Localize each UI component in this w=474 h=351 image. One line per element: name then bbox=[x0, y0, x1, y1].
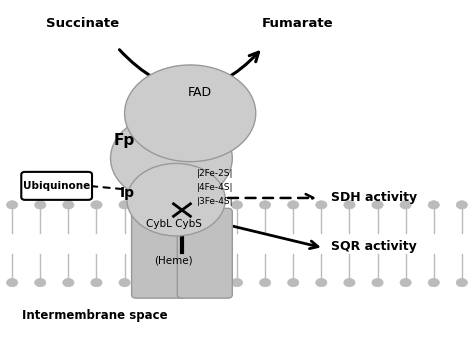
Text: |4Fe-4S|: |4Fe-4S| bbox=[197, 183, 234, 192]
Text: Fumarate: Fumarate bbox=[262, 17, 334, 30]
Text: Succinate: Succinate bbox=[46, 17, 119, 30]
Text: Intermembrane space: Intermembrane space bbox=[21, 309, 167, 322]
Circle shape bbox=[147, 201, 158, 209]
Text: Matrix: Matrix bbox=[21, 190, 67, 203]
Circle shape bbox=[316, 278, 327, 287]
Text: SDH activity: SDH activity bbox=[331, 191, 417, 204]
Circle shape bbox=[91, 201, 102, 209]
Text: Fp: Fp bbox=[114, 133, 135, 148]
Circle shape bbox=[175, 201, 186, 209]
Circle shape bbox=[456, 201, 467, 209]
Circle shape bbox=[7, 278, 18, 287]
Circle shape bbox=[259, 278, 271, 287]
Circle shape bbox=[316, 201, 327, 209]
Circle shape bbox=[125, 65, 256, 162]
Circle shape bbox=[344, 278, 355, 287]
Text: |2Fe-2S|: |2Fe-2S| bbox=[197, 169, 234, 178]
Circle shape bbox=[259, 201, 271, 209]
Text: Ip: Ip bbox=[119, 186, 135, 200]
Circle shape bbox=[147, 278, 158, 287]
Text: (Heme): (Heme) bbox=[155, 255, 193, 265]
Text: Ubiquinone: Ubiquinone bbox=[23, 181, 90, 191]
Circle shape bbox=[91, 278, 102, 287]
Circle shape bbox=[400, 278, 411, 287]
Circle shape bbox=[456, 278, 467, 287]
Text: FAD: FAD bbox=[187, 86, 211, 99]
Circle shape bbox=[35, 278, 46, 287]
Circle shape bbox=[127, 164, 225, 236]
Text: SQR activity: SQR activity bbox=[331, 240, 417, 253]
Circle shape bbox=[288, 278, 299, 287]
Text: |3Fe-4S|: |3Fe-4S| bbox=[197, 197, 234, 206]
Circle shape bbox=[400, 201, 411, 209]
Circle shape bbox=[231, 278, 243, 287]
FancyBboxPatch shape bbox=[132, 208, 187, 298]
Circle shape bbox=[119, 201, 130, 209]
Circle shape bbox=[175, 278, 186, 287]
Circle shape bbox=[203, 278, 215, 287]
Text: CybL CybS: CybL CybS bbox=[146, 219, 202, 229]
Circle shape bbox=[288, 201, 299, 209]
FancyBboxPatch shape bbox=[21, 172, 92, 200]
Circle shape bbox=[35, 201, 46, 209]
Circle shape bbox=[110, 113, 232, 203]
Circle shape bbox=[231, 201, 243, 209]
Circle shape bbox=[7, 201, 18, 209]
Circle shape bbox=[63, 278, 74, 287]
Circle shape bbox=[63, 201, 74, 209]
Circle shape bbox=[119, 278, 130, 287]
Circle shape bbox=[344, 201, 355, 209]
Circle shape bbox=[372, 201, 383, 209]
Circle shape bbox=[372, 278, 383, 287]
FancyBboxPatch shape bbox=[177, 208, 232, 298]
Circle shape bbox=[428, 278, 439, 287]
Circle shape bbox=[203, 201, 215, 209]
Circle shape bbox=[428, 201, 439, 209]
